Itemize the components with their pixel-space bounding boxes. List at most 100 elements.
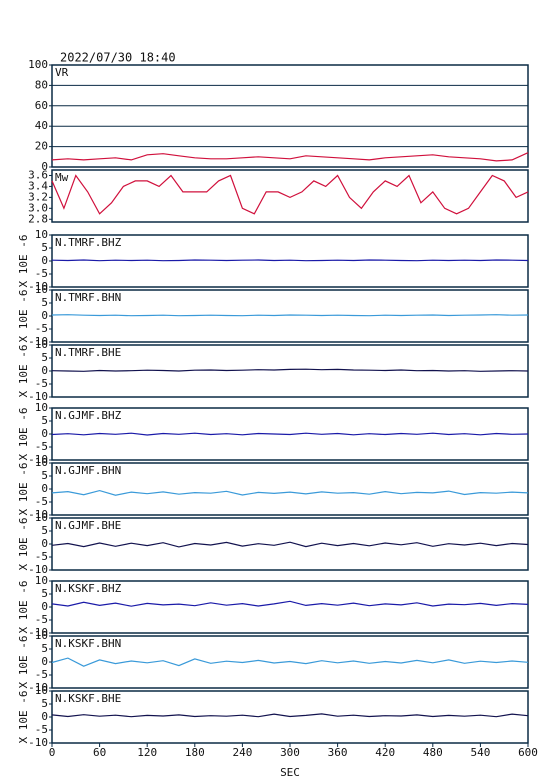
y-axis-label: X 10E -6 <box>17 290 30 343</box>
y-tick-label: 5 <box>41 296 48 309</box>
x-tick-label: 120 <box>137 746 157 759</box>
panel-frame <box>51 64 529 168</box>
y-tick-label: 10 <box>35 629 48 642</box>
y-tick-label: 10 <box>35 228 48 241</box>
panel-frame <box>51 462 529 516</box>
x-axis-label: SEC <box>280 766 300 779</box>
panel-frame <box>51 580 529 634</box>
y-tick-label: 40 <box>35 119 48 132</box>
y-tick-label: -5 <box>35 723 48 736</box>
y-tick-label: 0 <box>41 364 48 377</box>
y-tick-label: 10 <box>35 574 48 587</box>
panel-label: N.GJMF.BHZ <box>55 409 122 422</box>
panel-label: Mw <box>55 171 69 184</box>
y-tick-label: 20 <box>35 140 48 153</box>
y-tick-label: -10 <box>28 681 48 694</box>
x-tick-label: 60 <box>93 746 106 759</box>
y-tick-label: -5 <box>35 267 48 280</box>
x-tick-label: 480 <box>423 746 443 759</box>
y-tick-label: 10 <box>35 511 48 524</box>
y-tick-label: -10 <box>28 563 48 576</box>
data-line <box>51 713 529 718</box>
y-tick-label: 3.2 <box>28 190 48 203</box>
x-tick-label: 240 <box>232 746 252 759</box>
y-tick-label: 5 <box>41 241 48 254</box>
x-tick-label: 420 <box>375 746 395 759</box>
y-tick-label: 3.0 <box>28 201 48 214</box>
y-tick-label: -10 <box>28 626 48 639</box>
y-tick-label: 5 <box>41 414 48 427</box>
y-tick-label: 0 <box>41 482 48 495</box>
data-line <box>51 489 529 496</box>
y-tick-label: 100 <box>28 58 48 71</box>
panel-label: N.TMRF.BHZ <box>55 236 122 249</box>
y-tick-label: 0 <box>41 309 48 322</box>
y-axis-label: X 10E -6 <box>17 691 30 744</box>
panel-label: VR <box>55 66 69 79</box>
y-tick-label: -5 <box>35 322 48 335</box>
y-tick-label: 5 <box>41 524 48 537</box>
y-tick-label: -10 <box>28 508 48 521</box>
y-tick-label: 60 <box>35 99 48 112</box>
y-tick-label: -5 <box>35 495 48 508</box>
y-tick-label: -5 <box>35 613 48 626</box>
y-tick-label: 5 <box>41 587 48 600</box>
y-tick-label: 10 <box>35 456 48 469</box>
chart-title: 2022/07/30 18:40 <box>60 51 176 65</box>
x-tick-label: 0 <box>49 746 56 759</box>
panel-label: N.KSKF.BHN <box>55 637 121 650</box>
y-tick-label: -5 <box>35 668 48 681</box>
y-tick-label: 5 <box>41 697 48 710</box>
y-tick-label: 10 <box>35 401 48 414</box>
data-line <box>51 432 529 436</box>
data-line <box>51 657 529 667</box>
y-tick-label: 0 <box>41 160 48 173</box>
data-line <box>51 174 529 215</box>
panel-label: N.TMRF.BHN <box>55 291 121 304</box>
y-tick-label: -10 <box>28 736 48 749</box>
y-tick-label: -5 <box>35 440 48 453</box>
y-tick-label: -10 <box>28 335 48 348</box>
data-line <box>51 368 529 372</box>
data-line <box>51 600 529 607</box>
panel-label: N.KSKF.BHZ <box>55 582 122 595</box>
panel-frame <box>51 234 529 288</box>
y-tick-label: 5 <box>41 351 48 364</box>
x-tick-label: 600 <box>518 746 538 759</box>
panel-label: N.GJMF.BHE <box>55 519 121 532</box>
y-tick-label: -5 <box>35 377 48 390</box>
y-tick-label: 80 <box>35 78 48 91</box>
y-axis-label: X 10E -6 <box>17 636 30 689</box>
y-tick-label: 5 <box>41 642 48 655</box>
y-axis-label: X 10E -6 <box>17 581 30 634</box>
y-axis-label: X 10E -6 <box>17 518 30 571</box>
x-tick-label: 540 <box>470 746 490 759</box>
x-tick-label: 180 <box>185 746 205 759</box>
y-tick-label: 10 <box>35 684 48 697</box>
data-line <box>51 541 529 548</box>
y-tick-label: 5 <box>41 469 48 482</box>
panel-label: N.TMRF.BHE <box>55 346 121 359</box>
y-tick-label: 0 <box>41 427 48 440</box>
y-axis-label: X 10E -6 <box>17 345 30 398</box>
y-tick-label: 3.6 <box>28 168 48 181</box>
panel-label: N.GJMF.BHN <box>55 464 121 477</box>
y-tick-label: -5 <box>35 550 48 563</box>
data-line <box>51 152 529 162</box>
y-tick-label: 0 <box>41 655 48 668</box>
y-tick-label: 0 <box>41 254 48 267</box>
x-tick-label: 300 <box>280 746 300 759</box>
y-axis-label: X 10E -6 <box>17 463 30 516</box>
y-tick-label: 10 <box>35 283 48 296</box>
y-tick-label: -10 <box>28 453 48 466</box>
y-axis-label: X 10E -6 <box>17 408 30 461</box>
y-tick-label: -10 <box>28 390 48 403</box>
panel-frame <box>51 169 529 223</box>
y-tick-label: 2.8 <box>28 212 48 225</box>
panel-label: N.KSKF.BHE <box>55 692 121 705</box>
y-tick-label: 3.4 <box>28 179 48 192</box>
x-tick-label: 360 <box>328 746 348 759</box>
y-tick-label: -10 <box>28 280 48 293</box>
data-line <box>51 259 529 262</box>
